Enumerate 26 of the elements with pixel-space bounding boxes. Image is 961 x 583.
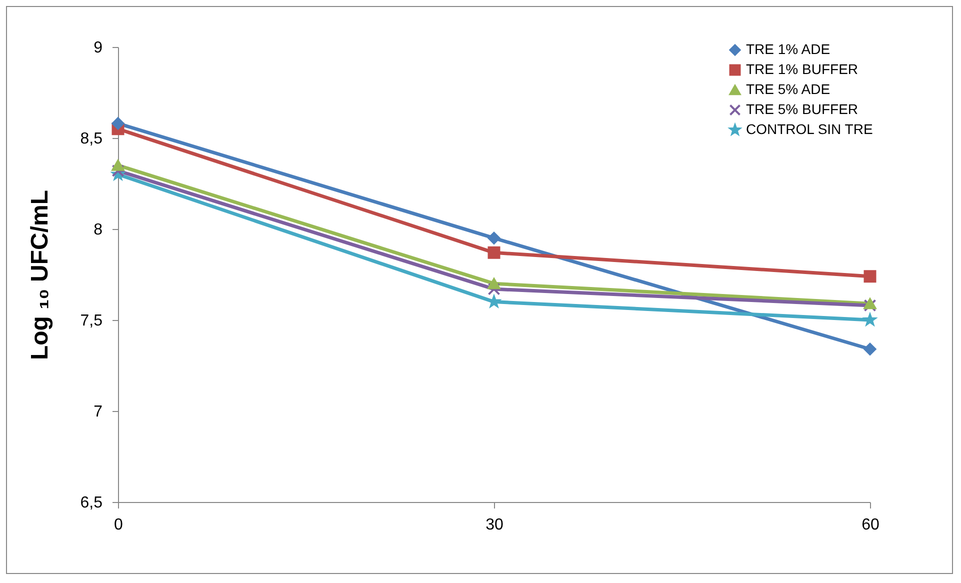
y-tick-label: 7,5 (80, 312, 103, 330)
y-tick-label: 7 (94, 404, 103, 420)
legend-label: TRE 1% ADE (746, 41, 830, 57)
legend-label: TRE 5% BUFFER (746, 101, 858, 117)
point (112, 160, 124, 171)
point (488, 278, 500, 290)
x-tick-label: 30 (486, 516, 504, 534)
point (864, 270, 876, 283)
y-tick-label: 8,5 (80, 130, 103, 148)
point (864, 299, 876, 312)
point (112, 164, 124, 178)
point (864, 342, 876, 356)
y-tick-label: 6,5 (80, 494, 103, 512)
point (488, 246, 500, 259)
point (112, 117, 124, 130)
point (488, 232, 500, 244)
legend-label: TRE 1% BUFFER (746, 61, 858, 77)
y-tick-label: 9 (94, 40, 103, 56)
legend-label: TRE 5% ADE (746, 81, 830, 97)
y-tick-label: 8 (94, 222, 103, 238)
point (488, 282, 500, 296)
legend-label: CONTROL SIN TRE (746, 121, 873, 137)
point (864, 298, 876, 310)
x-tick-label: 60 (862, 516, 880, 534)
y-axis-title: Log ₁₀ UFC/mL (26, 190, 54, 360)
x-tick-label: 0 (114, 516, 124, 534)
